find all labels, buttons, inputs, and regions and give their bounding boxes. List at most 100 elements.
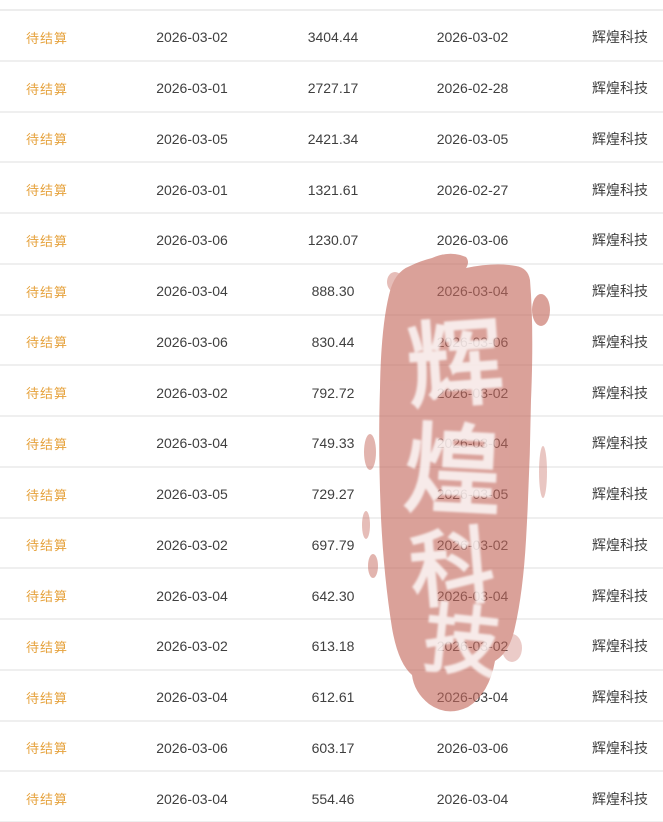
settle-date-cell: 2026-03-04 — [436, 283, 509, 300]
table-row[interactable]: 待结算 2026-03-01 1321.61 2026-02-27 辉煌科技 — [0, 163, 663, 214]
table-row[interactable]: 待结算 2026-03-05 729.27 2026-03-05 辉煌科技 — [0, 467, 663, 519]
status-badge[interactable]: 待结算 — [26, 792, 69, 808]
status-cell: 待结算 — [0, 485, 118, 504]
table-row[interactable]: 待结算 2026-03-02 613.18 2026-03-02 辉煌科技 — [0, 620, 663, 671]
amount-cell: 603.17 — [311, 739, 355, 756]
settle-date-cell: 2026-03-02 — [436, 638, 509, 655]
table-row[interactable]: 待结算 2026-03-01 2727.17 2026-02-28 辉煌科技 — [0, 61, 663, 113]
table-row[interactable]: 待结算 2026-03-06 603.17 2026-03-06 辉煌科技 — [0, 721, 663, 773]
bill-date-cell: 2026-03-06 — [156, 232, 228, 249]
bill-date-cell: 2026-03-04 — [156, 435, 228, 452]
company-cell: 辉煌科技 — [592, 587, 648, 604]
status-cell: 待结算 — [0, 434, 118, 453]
bill-date-cell: 2026-03-02 — [156, 29, 228, 46]
amount-cell: 612.61 — [311, 689, 355, 706]
bill-date-cell: 2026-03-02 — [156, 638, 228, 655]
company-cell: 辉煌科技 — [592, 790, 648, 807]
status-badge[interactable]: 待结算 — [26, 741, 69, 757]
bill-date-cell: 2026-03-04 — [156, 790, 228, 807]
status-badge[interactable]: 待结算 — [26, 132, 69, 148]
bill-date-cell: 2026-03-04 — [156, 587, 228, 604]
status-badge[interactable]: 待结算 — [26, 284, 69, 300]
company-cell: 辉煌科技 — [592, 689, 648, 706]
settle-date-cell: 2026-03-06 — [436, 232, 509, 249]
amount-cell: 792.72 — [311, 384, 355, 401]
status-badge[interactable]: 待结算 — [26, 183, 69, 199]
bill-date-cell: 2026-03-04 — [156, 689, 228, 706]
status-cell: 待结算 — [0, 332, 118, 351]
table-row[interactable]: 待结算 2026-03-06 830.44 2026-03-06 辉煌科技 — [0, 315, 663, 367]
company-cell: 辉煌科技 — [592, 435, 648, 452]
status-cell: 待结算 — [0, 738, 118, 757]
status-badge[interactable]: 待结算 — [26, 386, 69, 402]
status-badge[interactable]: 待结算 — [26, 487, 69, 503]
table-row[interactable]: 待结算 2026-03-05 2421.34 2026-03-05 辉煌科技 — [0, 112, 663, 164]
bill-date-cell: 2026-03-02 — [156, 536, 228, 553]
table-row[interactable]: 待结算 2026-03-04 888.30 2026-03-04 辉煌科技 — [0, 264, 663, 316]
amount-cell: 729.27 — [311, 486, 355, 503]
table-row[interactable]: 待结算 2026-03-02 3404.44 2026-03-02 辉煌科技 — [0, 11, 663, 62]
status-badge[interactable]: 待结算 — [26, 589, 69, 605]
amount-cell: 554.46 — [311, 790, 355, 807]
settle-date-cell: 2026-02-27 — [436, 181, 509, 198]
table-row[interactable]: 待结算 2026-03-06 1230.07 2026-03-06 辉煌科技 — [0, 214, 663, 265]
company-cell: 辉煌科技 — [592, 283, 648, 300]
settle-date-cell: 2026-03-02 — [436, 384, 509, 401]
amount-cell: 1230.07 — [307, 232, 359, 249]
table-row[interactable]: 待结算 2026-03-04 554.46 2026-03-04 辉煌科技 — [0, 772, 663, 822]
amount-cell: 830.44 — [311, 333, 355, 350]
table-row[interactable]: 待结算 2026-03-04 612.61 2026-03-04 辉煌科技 — [0, 670, 663, 722]
status-badge[interactable]: 待结算 — [26, 233, 69, 249]
amount-cell: 613.18 — [311, 638, 355, 655]
bill-date-cell: 2026-03-06 — [156, 739, 228, 756]
bill-date-cell: 2026-03-04 — [156, 283, 228, 300]
status-badge[interactable]: 待结算 — [26, 639, 69, 655]
company-cell: 辉煌科技 — [592, 536, 648, 553]
status-cell: 待结算 — [0, 79, 118, 98]
status-cell: 待结算 — [0, 28, 118, 47]
status-badge[interactable]: 待结算 — [26, 30, 69, 46]
bill-date-cell: 2026-03-05 — [156, 486, 228, 503]
settle-date-cell: 2026-03-04 — [436, 587, 509, 604]
top-partial-row — [0, 0, 663, 11]
table-row[interactable]: 待结算 2026-03-04 749.33 2026-03-04 辉煌科技 — [0, 417, 663, 468]
company-cell: 辉煌科技 — [592, 486, 648, 503]
bill-date-cell: 2026-03-06 — [156, 333, 228, 350]
status-badge[interactable]: 待结算 — [26, 690, 69, 706]
status-badge[interactable]: 待结算 — [26, 81, 69, 97]
settle-date-cell: 2026-03-04 — [436, 435, 509, 452]
status-cell: 待结算 — [0, 383, 118, 402]
amount-cell: 642.30 — [311, 587, 355, 604]
status-cell: 待结算 — [0, 231, 118, 250]
amount-cell: 888.30 — [311, 283, 355, 300]
bill-date-cell: 2026-03-02 — [156, 384, 228, 401]
status-badge[interactable]: 待结算 — [26, 436, 69, 452]
table-row[interactable]: 待结算 2026-03-02 697.79 2026-03-02 辉煌科技 — [0, 518, 663, 570]
status-cell: 待结算 — [0, 535, 118, 554]
bill-date-cell: 2026-03-01 — [156, 181, 228, 198]
settle-date-cell: 2026-02-28 — [436, 80, 509, 97]
amount-cell: 749.33 — [311, 435, 355, 452]
settle-date-cell: 2026-03-02 — [436, 29, 509, 46]
company-cell: 辉煌科技 — [592, 80, 648, 97]
table-row[interactable]: 待结算 2026-03-04 642.30 2026-03-04 辉煌科技 — [0, 569, 663, 620]
company-cell: 辉煌科技 — [592, 638, 648, 655]
company-cell: 辉煌科技 — [592, 181, 648, 198]
settle-date-cell: 2026-03-05 — [436, 486, 509, 503]
amount-cell: 697.79 — [311, 536, 355, 553]
status-badge[interactable]: 待结算 — [26, 538, 69, 554]
amount-cell: 2421.34 — [307, 130, 359, 147]
status-badge[interactable]: 待结算 — [26, 335, 69, 351]
company-cell: 辉煌科技 — [592, 333, 648, 350]
settle-date-cell: 2026-03-02 — [436, 536, 509, 553]
status-cell: 待结算 — [0, 637, 118, 656]
bill-date-cell: 2026-03-05 — [156, 130, 228, 147]
amount-cell: 3404.44 — [307, 29, 359, 46]
settle-date-cell: 2026-03-06 — [436, 333, 509, 350]
amount-cell: 1321.61 — [307, 181, 359, 198]
table-row[interactable]: 待结算 2026-03-02 792.72 2026-03-02 辉煌科技 — [0, 366, 663, 417]
company-cell: 辉煌科技 — [592, 384, 648, 401]
status-cell: 待结算 — [0, 586, 118, 605]
status-cell: 待结算 — [0, 129, 118, 148]
